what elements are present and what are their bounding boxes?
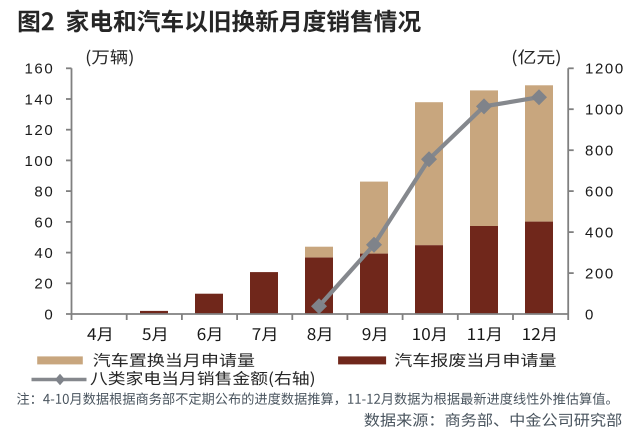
svg-text:800: 800 [585,143,615,160]
svg-text:200: 200 [585,265,615,282]
svg-text:120: 120 [24,122,54,139]
svg-text:600: 600 [585,184,615,201]
svg-text:0: 0 [585,306,595,323]
svg-text:60: 60 [34,214,54,231]
svg-text:100: 100 [24,153,54,170]
svg-text:1200: 1200 [585,61,625,78]
svg-text:40: 40 [34,245,54,262]
svg-text:160: 160 [24,61,54,78]
svg-text:20: 20 [34,276,54,293]
svg-text:80: 80 [34,184,54,201]
svg-text:1000: 1000 [585,102,625,119]
svg-text:0: 0 [44,306,54,323]
svg-text:140: 140 [24,91,54,108]
svg-text:400: 400 [585,225,615,242]
